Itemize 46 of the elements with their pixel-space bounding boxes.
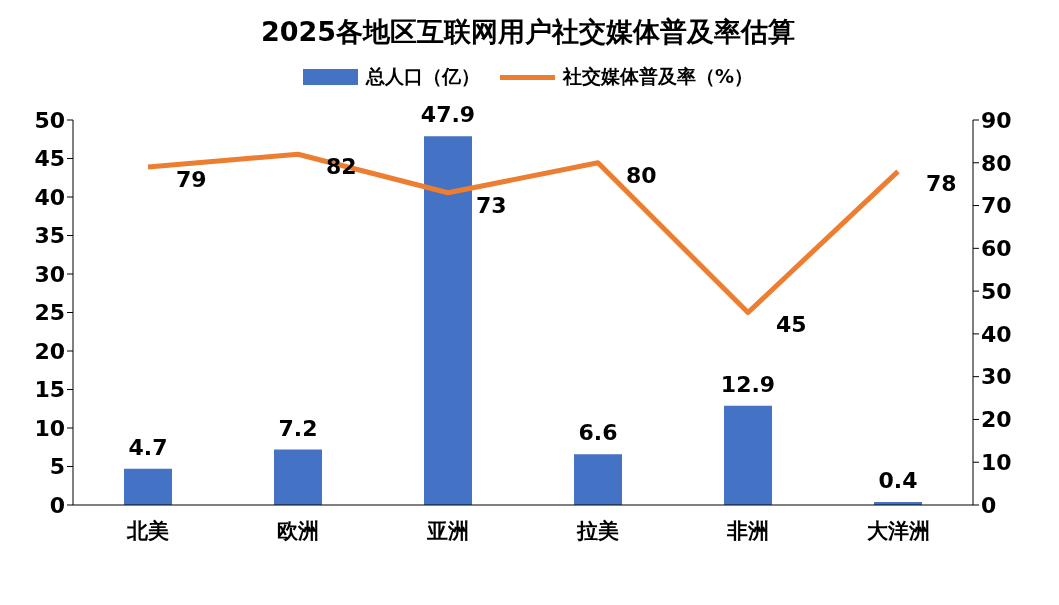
y2-tick-label: 30	[981, 364, 1012, 390]
bar	[124, 468, 172, 505]
x-tick-label: 亚洲	[426, 518, 469, 543]
y-tick-label: 40	[34, 184, 65, 210]
y-tick-label: 25	[34, 300, 65, 326]
y2-tick-label: 90	[981, 107, 1012, 133]
chart-title: 2025各地区互联网用户社交媒体普及率估算	[259, 15, 797, 49]
x-tick-label: 欧洲	[277, 518, 319, 543]
x-tick-label: 拉美	[576, 518, 619, 543]
data-label: 79	[176, 166, 207, 192]
data-label: 7.2	[278, 415, 318, 441]
data-label: 45	[776, 312, 807, 338]
x-tick-label: 大洋洲	[866, 518, 930, 543]
bar	[274, 449, 322, 505]
y-tick-label: 15	[34, 377, 65, 403]
y2-tick-label: 20	[981, 407, 1012, 433]
data-label: 78	[926, 171, 957, 197]
y2-tick-label: 10	[981, 450, 1012, 476]
y2-tick-label: 70	[981, 193, 1012, 219]
data-label: 12.9	[720, 371, 776, 397]
y2-tick-label: 60	[981, 236, 1012, 262]
y2-tick-label: 0	[981, 492, 997, 518]
y-tick-label: 20	[34, 338, 65, 364]
legend-label: 总人口（亿）	[365, 64, 480, 89]
data-label: 6.6	[578, 420, 618, 446]
x-tick-label: 北美	[126, 518, 169, 543]
data-label: 47.9	[420, 102, 476, 128]
x-tick-label: 非洲	[726, 518, 769, 543]
y2-tick-label: 80	[981, 150, 1012, 176]
y-tick-label: 50	[34, 107, 65, 133]
data-label: 0.4	[878, 467, 918, 493]
y-tick-label: 45	[34, 146, 65, 172]
y-tick-label: 5	[49, 454, 65, 480]
data-label: 4.7	[128, 434, 168, 460]
y2-tick-label: 50	[981, 278, 1012, 304]
data-label: 80	[626, 162, 657, 188]
y-tick-label: 30	[34, 261, 65, 287]
y2-tick-label: 40	[981, 321, 1012, 347]
y-tick-label: 0	[49, 492, 65, 518]
legend-label: 社交媒体普及率（%）	[562, 64, 754, 89]
bar	[424, 136, 472, 505]
bar	[724, 405, 772, 505]
bar	[574, 454, 622, 505]
y-tick-label: 10	[34, 415, 65, 441]
data-label: 73	[476, 192, 507, 218]
y-tick-label: 35	[34, 223, 65, 249]
